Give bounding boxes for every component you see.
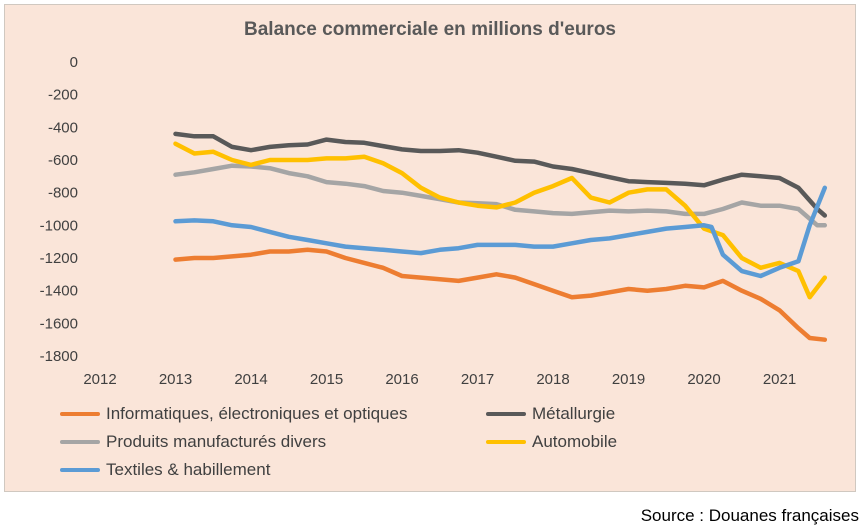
x-tick-label: 2021 xyxy=(763,371,796,388)
y-tick-label: -800 xyxy=(48,185,78,202)
legend-label: Automobile xyxy=(532,432,618,451)
x-tick-label: 2012 xyxy=(83,371,116,388)
series-line-4 xyxy=(173,185,828,279)
x-tick-label: 2018 xyxy=(536,371,569,388)
legend-label: Informatiques, électroniques et optiques xyxy=(106,404,408,423)
legend-swatch xyxy=(486,412,526,416)
x-tick-label: 2015 xyxy=(310,371,343,388)
x-tick-label: 2019 xyxy=(612,371,645,388)
series-line-2 xyxy=(173,163,828,228)
legend-item: Métallurgie xyxy=(486,404,615,424)
x-tick-label: 2013 xyxy=(159,371,192,388)
y-tick-label: -1600 xyxy=(40,315,78,332)
legend-swatch xyxy=(60,468,100,472)
series-line-0 xyxy=(173,247,828,342)
chart-area: Balance commerciale en millions d'euros xyxy=(4,4,856,492)
x-tick-label: 2014 xyxy=(234,371,267,388)
y-tick-label: -600 xyxy=(48,152,78,169)
legend-label: Textiles & habillement xyxy=(106,460,271,479)
legend-label: Produits manufacturés divers xyxy=(106,432,327,451)
y-tick-label: -1400 xyxy=(40,283,78,300)
legend-swatch xyxy=(486,440,526,444)
legend-item: Textiles & habillement xyxy=(60,460,270,480)
legend-item: Informatiques, électroniques et optiques xyxy=(60,404,407,424)
legend-label: Métallurgie xyxy=(532,404,616,423)
chart-title: Balance commerciale en millions d'euros xyxy=(244,19,616,40)
y-tick-label: -1000 xyxy=(40,217,78,234)
legend-swatch xyxy=(60,440,100,444)
y-tick-label: 0 xyxy=(70,54,78,71)
legend-swatch xyxy=(60,412,100,416)
y-tick-label: -1200 xyxy=(40,250,78,267)
series-line-3 xyxy=(173,141,828,300)
y-tick-label: -200 xyxy=(48,87,78,104)
series-line-1 xyxy=(173,131,828,218)
legend-item: Produits manufacturés divers xyxy=(60,432,326,452)
x-tick-label: 2020 xyxy=(687,371,720,388)
x-tick-label: 2016 xyxy=(385,371,418,388)
legend-item: Automobile xyxy=(486,432,617,452)
plot-area: 0 -200 -400 -600 -800 -1000 -1200 -1400 -1600 -18… xyxy=(40,54,828,388)
x-tick-label: 2017 xyxy=(461,371,494,388)
source-note: Source : Douanes françaises xyxy=(640,506,859,525)
y-tick-label: -1800 xyxy=(40,348,78,365)
y-tick-label: -400 xyxy=(48,119,78,136)
